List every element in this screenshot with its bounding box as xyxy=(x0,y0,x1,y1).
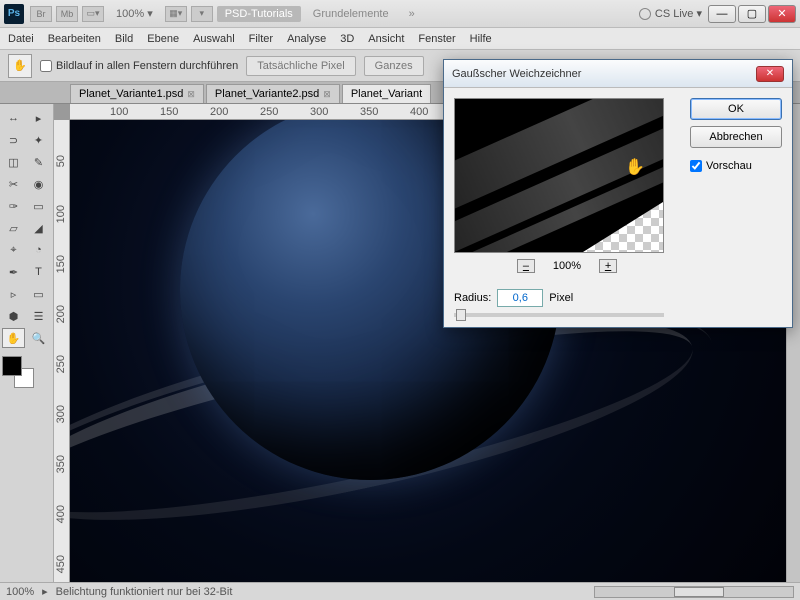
zoom-out-button[interactable]: – xyxy=(517,259,535,273)
color-swatches[interactable] xyxy=(2,356,34,388)
workspace-more[interactable]: » xyxy=(401,6,423,22)
maximize-button[interactable]: ▢ xyxy=(738,5,766,23)
menu-bearbeiten[interactable]: Bearbeiten xyxy=(48,33,101,45)
close-icon[interactable]: ⊠ xyxy=(187,89,195,100)
status-zoom[interactable]: 100% xyxy=(6,586,34,598)
close-button[interactable]: ✕ xyxy=(768,5,796,23)
crop-tool[interactable]: ◫ xyxy=(2,152,25,172)
gradient-tool[interactable]: ◢ xyxy=(27,218,50,238)
radius-label: Radius: xyxy=(454,292,491,304)
actual-pixels-button[interactable]: Tatsächliche Pixel xyxy=(246,56,355,76)
hand-tool-icon[interactable]: ✋ xyxy=(8,54,32,78)
gaussian-blur-dialog: Gaußscher Weichzeichner ✕ ✋ – 100% + Rad… xyxy=(443,59,793,328)
dialog-close-button[interactable]: ✕ xyxy=(756,66,784,82)
arrange-btn[interactable]: ▦▾ xyxy=(165,6,187,22)
minibridge-btn[interactable]: Mb xyxy=(56,6,78,22)
ps-logo: Ps xyxy=(4,4,24,24)
radius-unit: Pixel xyxy=(549,292,573,304)
lasso-tool[interactable]: ⊃ xyxy=(2,130,25,150)
fit-button[interactable]: Ganzes xyxy=(364,56,424,76)
eyedropper-tool[interactable]: ✎ xyxy=(27,152,50,172)
minimize-button[interactable]: — xyxy=(708,5,736,23)
hand-cursor-icon: ✋ xyxy=(625,157,645,177)
history-tool[interactable]: ▭ xyxy=(27,196,50,216)
radius-slider[interactable] xyxy=(454,313,664,317)
dialog-title: Gaußscher Weichzeichner xyxy=(452,68,581,80)
3dcam-tool[interactable]: ☰ xyxy=(27,306,50,326)
screenmode-btn[interactable]: ▭▾ xyxy=(82,6,104,22)
scroll-all-check[interactable]: Bildlauf in allen Fenstern durchführen xyxy=(40,60,238,72)
menu-hilfe[interactable]: Hilfe xyxy=(470,33,492,45)
marquee-tool[interactable]: ▸ xyxy=(27,108,50,128)
filter-preview[interactable]: ✋ xyxy=(454,98,664,253)
eraser-tool[interactable]: ▱ xyxy=(2,218,25,238)
bridge-btn[interactable]: Br xyxy=(30,6,52,22)
dialog-titlebar[interactable]: Gaußscher Weichzeichner ✕ xyxy=(444,60,792,88)
ruler-vertical: 50100 150200 250300 350400 450 xyxy=(54,120,70,582)
type-tool[interactable]: T xyxy=(27,262,50,282)
extras-btn[interactable]: ▾ xyxy=(191,6,213,22)
menu-datei[interactable]: Datei xyxy=(8,33,34,45)
path-tool[interactable]: ▹ xyxy=(2,284,25,304)
tool-palette: ↔▸ ⊃✦ ◫✎ ✂◉ ✑▭ ▱◢ ⌖◔ ✒T ▹▭ ⬢☰ ✋🔍 xyxy=(0,104,54,582)
shape-tool[interactable]: ▭ xyxy=(27,284,50,304)
menu-analyse[interactable]: Analyse xyxy=(287,33,326,45)
doc-tab-2[interactable]: Planet_Variante2.psd⊠ xyxy=(206,84,340,103)
move-tool[interactable]: ↔ xyxy=(2,108,25,128)
preview-zoom: 100% xyxy=(553,260,581,272)
hand-tool[interactable]: ✋ xyxy=(2,328,25,348)
menu-bar: Datei Bearbeiten Bild Ebene Auswahl Filt… xyxy=(0,28,800,50)
radius-input[interactable] xyxy=(497,289,543,307)
menu-ansicht[interactable]: Ansicht xyxy=(368,33,404,45)
heal-tool[interactable]: ✂ xyxy=(2,174,25,194)
preview-check[interactable]: Vorschau xyxy=(690,160,782,172)
brush-tool[interactable]: ◉ xyxy=(27,174,50,194)
status-message: Belichtung funktioniert nur bei 32-Bit xyxy=(56,586,233,598)
zoom-in-button[interactable]: + xyxy=(599,259,617,273)
zoom-display[interactable]: 100% ▾ xyxy=(116,7,153,20)
blur-tool[interactable]: ⌖ xyxy=(2,240,25,260)
3d-tool[interactable]: ⬢ xyxy=(2,306,25,326)
close-icon[interactable]: ⊠ xyxy=(323,89,331,100)
doc-tab-3[interactable]: Planet_Variant xyxy=(342,84,431,103)
menu-auswahl[interactable]: Auswahl xyxy=(193,33,235,45)
wand-tool[interactable]: ✦ xyxy=(27,130,50,150)
menu-3d[interactable]: 3D xyxy=(340,33,354,45)
workspace-tab-1[interactable]: PSD-Tutorials xyxy=(217,6,301,22)
cslive-menu[interactable]: CS Live ▾ xyxy=(639,7,702,20)
status-bar: 100% ▸ Belichtung funktioniert nur bei 3… xyxy=(0,582,800,600)
h-scrollbar[interactable] xyxy=(594,586,794,598)
doc-tab-1[interactable]: Planet_Variante1.psd⊠ xyxy=(70,84,204,103)
pen-tool[interactable]: ✒ xyxy=(2,262,25,282)
stamp-tool[interactable]: ✑ xyxy=(2,196,25,216)
ok-button[interactable]: OK xyxy=(690,98,782,120)
menu-filter[interactable]: Filter xyxy=(249,33,273,45)
dodge-tool[interactable]: ◔ xyxy=(27,240,50,260)
workspace-tab-2[interactable]: Grundelemente xyxy=(305,6,397,22)
app-titlebar: Ps Br Mb ▭▾ 100% ▾ ▦▾ ▾ PSD-Tutorials Gr… xyxy=(0,0,800,28)
menu-bild[interactable]: Bild xyxy=(115,33,133,45)
menu-ebene[interactable]: Ebene xyxy=(147,33,179,45)
cancel-button[interactable]: Abbrechen xyxy=(690,126,782,148)
status-arrow-icon[interactable]: ▸ xyxy=(42,585,48,598)
menu-fenster[interactable]: Fenster xyxy=(418,33,455,45)
zoom-tool[interactable]: 🔍 xyxy=(27,328,50,348)
